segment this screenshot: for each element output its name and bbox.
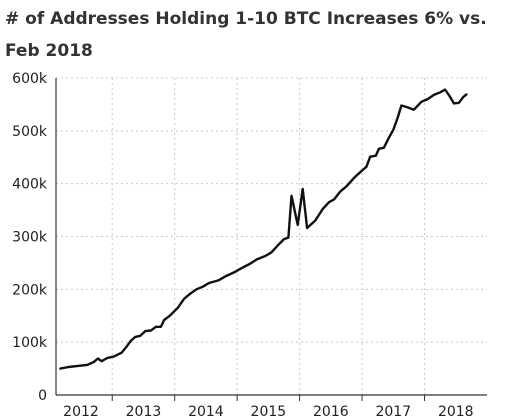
x-tick-label: 2017	[375, 404, 411, 420]
series-layer	[59, 88, 468, 370]
y-tick-label: 200k	[12, 282, 48, 298]
series-line	[59, 88, 468, 370]
y-tick-label: 500k	[12, 124, 48, 140]
x-tick-label: 2013	[126, 404, 162, 420]
x-tick-label: 2012	[63, 404, 99, 420]
y-tick-label: 0	[38, 388, 47, 404]
chart-title: # of Addresses Holding 1-10 BTC Increase…	[5, 9, 487, 61]
x-tick-label: 2015	[251, 404, 287, 420]
x-tick-label: 2018	[438, 404, 474, 420]
y-tick-label: 100k	[12, 335, 48, 351]
grid-lines	[56, 77, 487, 395]
y-axis-ticks: 0 100k 200k 300k 400k 500k 600k	[12, 71, 48, 404]
y-tick-label: 600k	[12, 71, 48, 87]
x-tick-label: 2016	[313, 404, 349, 420]
y-tick-label: 300k	[12, 230, 48, 246]
axes	[55, 78, 487, 401]
x-tick-label: 2014	[188, 404, 224, 420]
y-tick-label: 400k	[12, 177, 48, 193]
x-axis-ticks: 2012 2013 2014 2015 2016 2017 2018	[63, 404, 473, 420]
